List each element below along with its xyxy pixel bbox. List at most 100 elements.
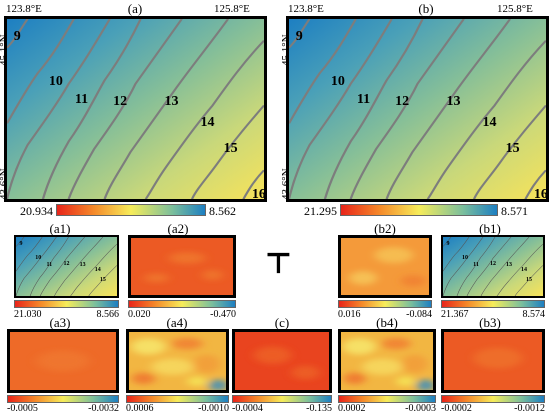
contour-label-13: 13	[164, 93, 179, 109]
contour-label-11: 11	[74, 92, 89, 107]
map-a-field	[7, 19, 264, 199]
contour-label-15: 15	[99, 277, 106, 284]
panel-b-lat-north: 45.1°N	[280, 34, 292, 66]
map-a3-field	[10, 332, 116, 390]
contour-label-15: 15	[223, 140, 238, 156]
colorbar-a2	[128, 300, 236, 308]
contour-label-16: 16	[251, 187, 266, 202]
panel-b-lat-south: 43.6°N	[280, 168, 292, 200]
colorbar-a	[56, 204, 206, 216]
colorbar-b3-min: -0.0002	[441, 403, 472, 414]
colorbar-c-max: -0.135	[306, 403, 332, 414]
panel-b-lon-east: 125.8°E	[497, 3, 533, 15]
panel-a-lon-east: 125.8°E	[214, 3, 250, 15]
colorbar-b1-max: 8.574	[522, 309, 546, 320]
map-b3-field	[444, 332, 542, 390]
contour-label-14: 14	[521, 267, 527, 274]
colorbar-b3-max: -0.0012	[514, 403, 545, 414]
colorbar-b2-max: -0.084	[406, 309, 432, 320]
panel-a-title: (a)	[127, 1, 143, 16]
panel-a-lat-south: 43.6°N	[0, 168, 10, 200]
colorbar-c-min: -0.0004	[232, 403, 263, 414]
colorbar-a3-max: -0.0032	[88, 403, 119, 414]
contour-label-16: 16	[533, 187, 548, 202]
contour-label-12: 12	[395, 93, 410, 109]
contour-label-10: 10	[48, 74, 63, 89]
panel-a4-title: (a4)	[166, 315, 188, 330]
contour-label-9: 9	[19, 241, 23, 248]
contour-label-9: 9	[13, 29, 21, 44]
panel-a-lon-west: 123.8°E	[6, 3, 42, 15]
contour-label-15: 15	[505, 140, 520, 156]
colorbar-b3	[441, 395, 545, 403]
colorbar-b2-min: 0.016	[338, 309, 361, 320]
contour-label-14: 14	[482, 115, 497, 131]
contour-label-13: 13	[446, 93, 461, 109]
map-b4	[338, 329, 436, 393]
colorbar-a1-max: 8.566	[96, 309, 120, 320]
contour-label-13: 13	[506, 261, 512, 268]
colorbar-b4-max: -0.0003	[405, 403, 436, 414]
colorbar-a4	[126, 395, 229, 403]
map-a1: 9 10 11 12 13 14 15	[14, 235, 119, 298]
colorbar-a-max: 8.562	[209, 204, 236, 218]
colorbar-c	[232, 395, 332, 403]
colorbar-a-min: 20.934	[20, 204, 53, 218]
panel-b-title: (b)	[418, 1, 434, 16]
colorbar-a1	[14, 300, 119, 308]
panel-b2-title: (b2)	[374, 221, 396, 236]
contour-label-10: 10	[462, 254, 468, 261]
colorbar-a3-min: -0.0005	[7, 403, 38, 414]
map-b4-field	[341, 332, 433, 390]
colorbar-b	[340, 204, 498, 216]
contour-label-9: 9	[295, 29, 303, 44]
colorbar-b1	[441, 300, 545, 308]
panel-b4-title: (b4)	[376, 315, 398, 330]
contour-label-10: 10	[330, 74, 345, 89]
map-b2-field	[341, 238, 429, 295]
colorbar-b-max: 8.571	[501, 204, 528, 218]
map-c	[232, 329, 332, 393]
panel-b3-title: (b3)	[479, 315, 501, 330]
panel-c-title: (c)	[274, 315, 290, 330]
panel-a-lat-north: 45.1°N	[0, 34, 10, 66]
map-b3	[441, 329, 545, 393]
colorbar-a1-min: 21.030	[14, 309, 42, 320]
colorbar-a4-min: 0.0006	[126, 403, 154, 414]
map-a: 9 10 11 12 13 14 15 16	[4, 16, 267, 202]
center-symbol: ⊢	[260, 249, 294, 277]
panel-b1-title: (b1)	[479, 221, 501, 236]
colorbar-a2-min: 0.020	[128, 309, 151, 320]
colorbar-b-min: 21.295	[304, 204, 337, 218]
colorbar-a3	[7, 395, 119, 403]
map-a4-field	[129, 332, 226, 390]
contour-label-9: 9	[446, 241, 450, 248]
map-b-field	[289, 19, 546, 199]
contour-label-11: 11	[46, 261, 53, 268]
contour-label-11: 11	[356, 92, 371, 107]
colorbar-b4	[338, 395, 436, 403]
contour-label-11: 11	[473, 261, 479, 268]
panel-a2-title: (a2)	[167, 221, 189, 236]
map-b: 9 10 11 12 13 14 15 16	[286, 16, 549, 202]
map-a4	[126, 329, 229, 393]
colorbar-a4-max: -0.0010	[198, 403, 229, 414]
contour-label-10: 10	[35, 254, 42, 261]
panel-b-lon-west: 123.8°E	[288, 3, 324, 15]
contour-label-14: 14	[200, 115, 215, 131]
map-a3	[7, 329, 119, 393]
contour-label-14: 14	[94, 267, 101, 274]
contour-label-12: 12	[490, 261, 496, 268]
map-a2	[128, 235, 236, 298]
contour-label-12: 12	[63, 261, 70, 268]
colorbar-b4-min: 0.0002	[338, 403, 366, 414]
contour-label-15: 15	[526, 277, 532, 284]
map-b2	[338, 235, 432, 298]
contour-label-12: 12	[113, 93, 128, 109]
panel-a1-title: (a1)	[49, 221, 71, 236]
contour-label-13: 13	[79, 261, 86, 268]
colorbar-b1-min: 21.367	[441, 309, 469, 320]
colorbar-a2-max: -0.470	[210, 309, 236, 320]
panel-a3-title: (a3)	[49, 315, 71, 330]
colorbar-b2	[338, 300, 432, 308]
